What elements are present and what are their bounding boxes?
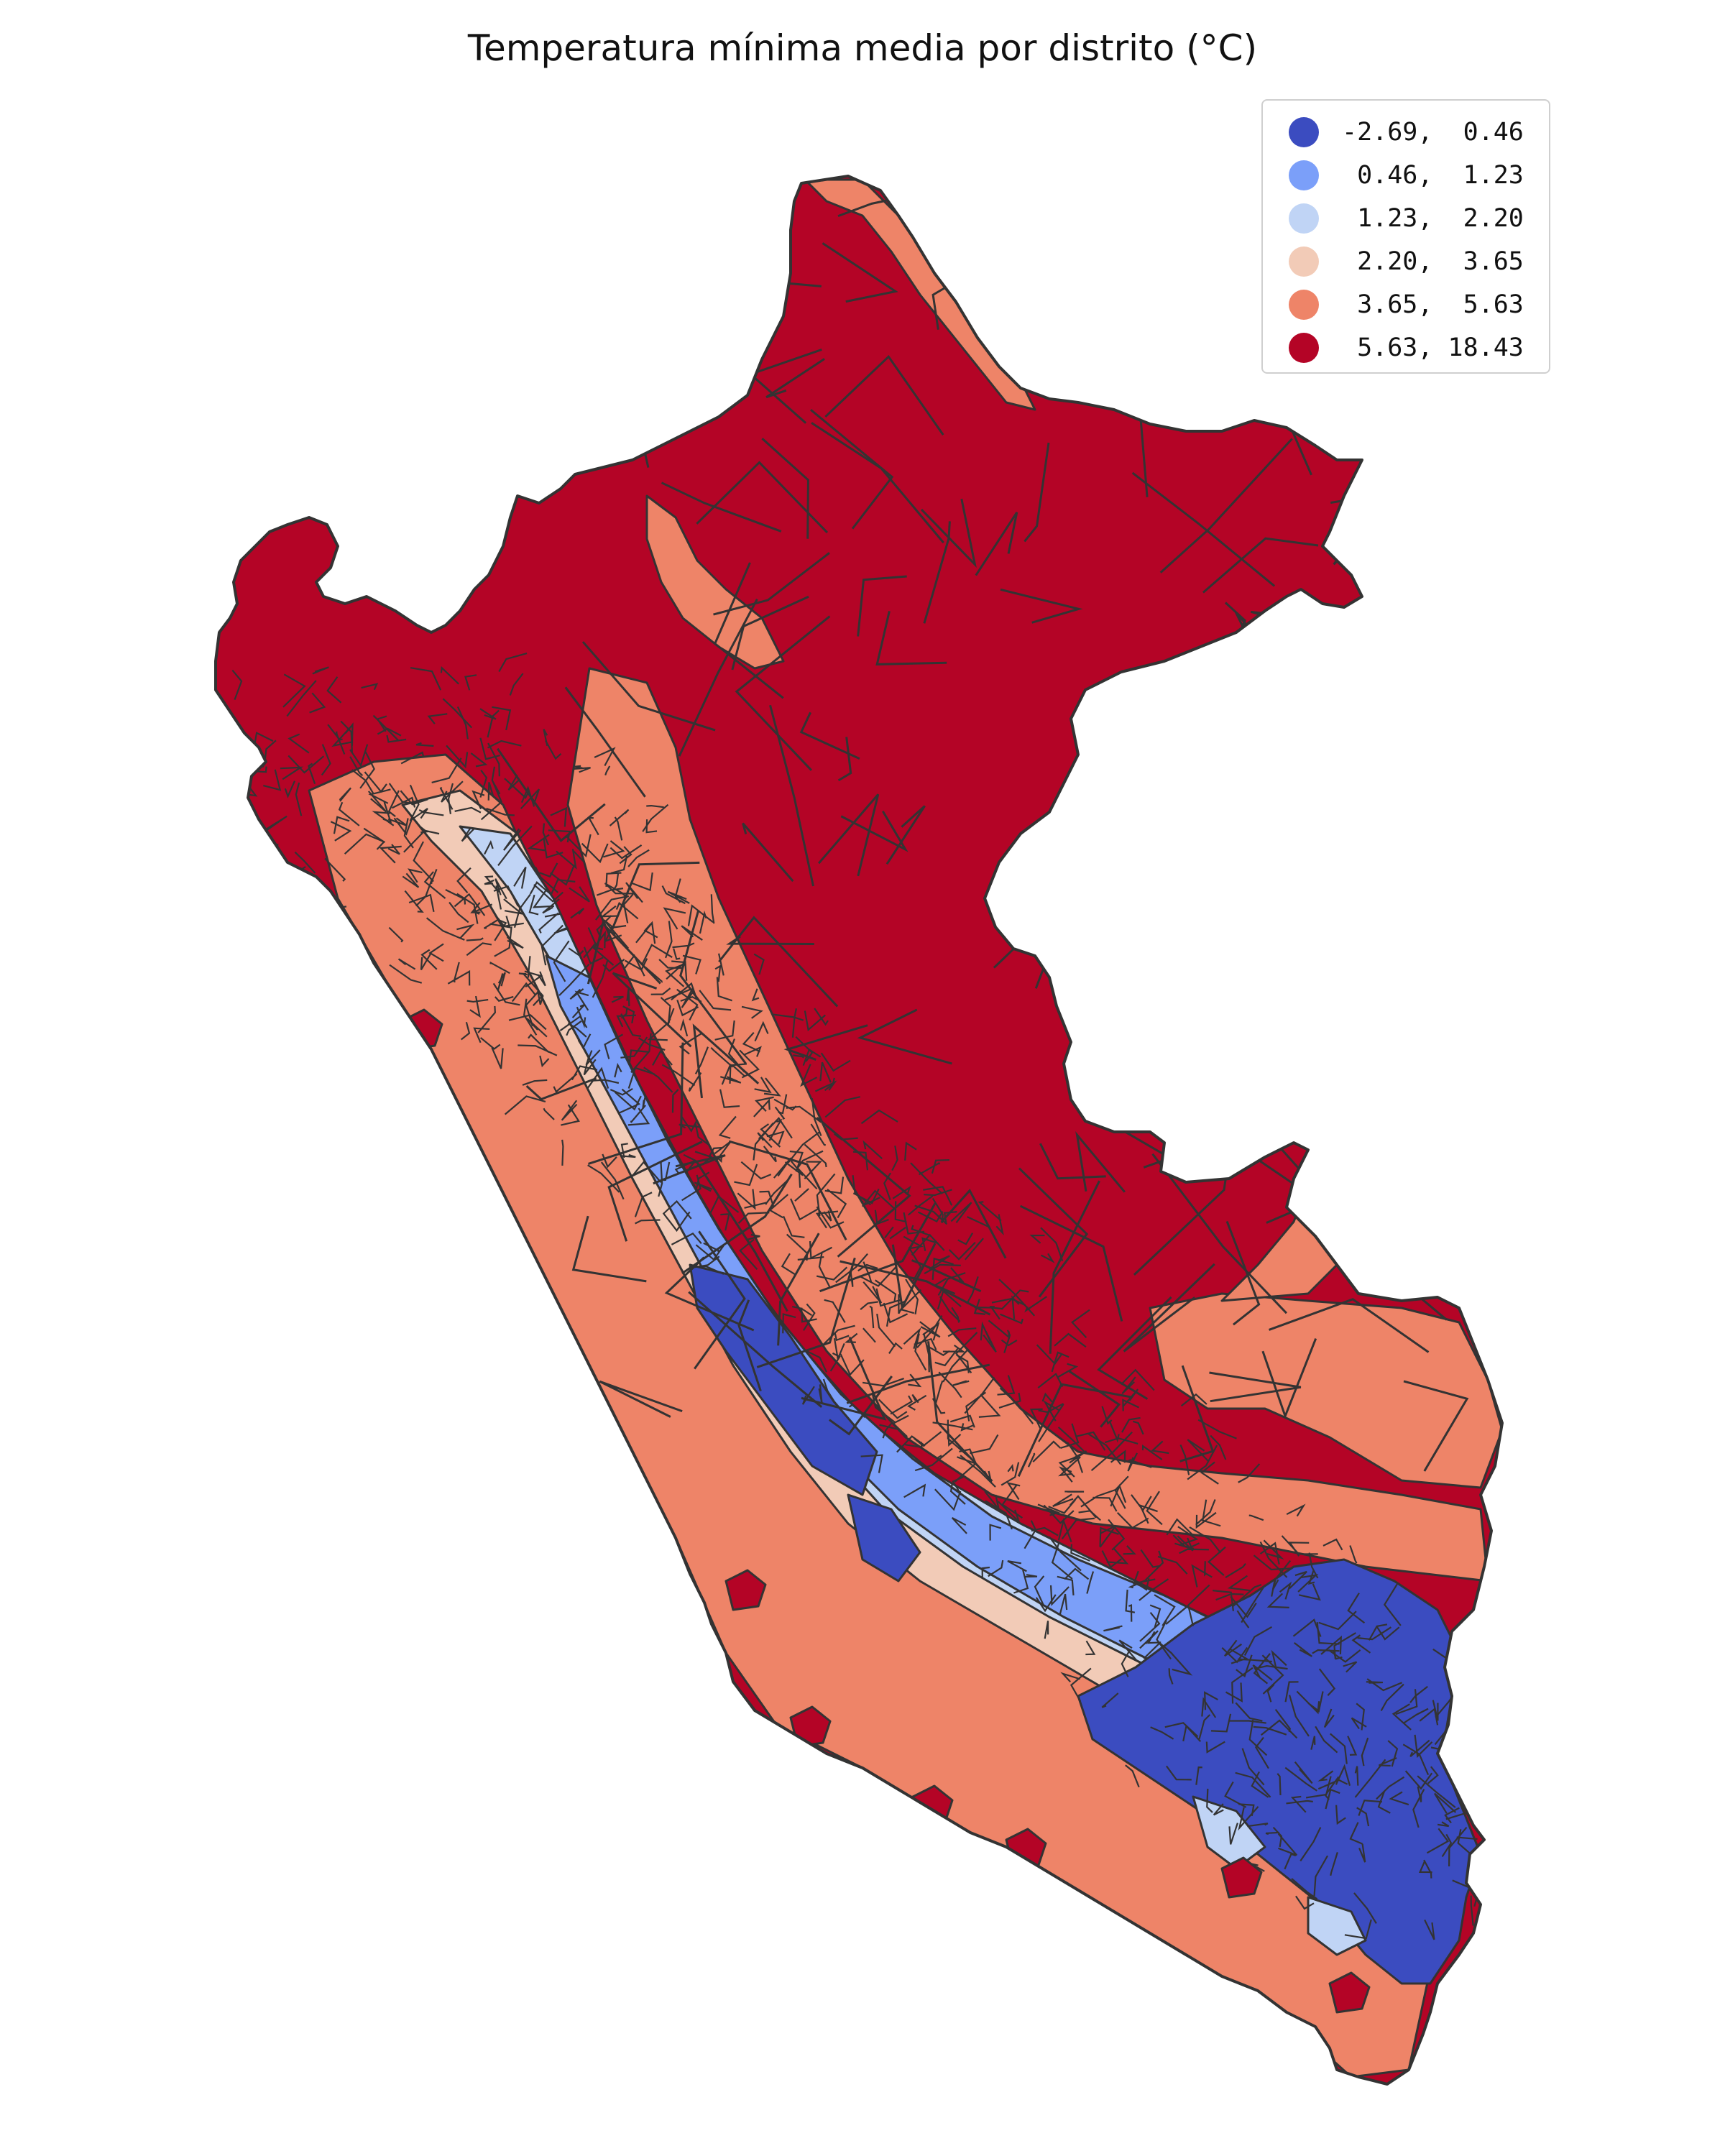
legend-label: -2.69, 0.46 xyxy=(1342,118,1524,147)
region-coastal-pocket xyxy=(624,1684,666,1726)
legend-label: 0.46, 1.23 xyxy=(1342,161,1524,190)
legend: -2.69, 0.46 0.46, 1.23 1.23, 2.20 2.20, … xyxy=(1261,99,1550,374)
legend-item: -2.69, 0.46 xyxy=(1263,111,1549,154)
legend-marker xyxy=(1289,247,1319,277)
legend-label: 1.23, 2.20 xyxy=(1342,204,1524,233)
legend-label: 5.63, 18.43 xyxy=(1342,333,1524,362)
legend-label: 3.65, 5.63 xyxy=(1342,290,1524,319)
legend-marker xyxy=(1289,117,1319,147)
map-title: Temperatura mínima media por distrito (°… xyxy=(467,27,1258,69)
legend-item: 5.63, 18.43 xyxy=(1263,326,1549,369)
legend-marker xyxy=(1289,333,1319,363)
legend-item: 0.46, 1.23 xyxy=(1263,154,1549,197)
legend-marker xyxy=(1289,160,1319,190)
region-coastal-pocket xyxy=(559,1598,602,1640)
legend-marker xyxy=(1289,290,1319,320)
region-salmon-east xyxy=(566,667,1489,1583)
legend-label: 2.20, 3.65 xyxy=(1342,247,1524,276)
region-coastal-pocket xyxy=(1220,1856,1263,1899)
legend-marker xyxy=(1289,203,1319,234)
region-coastal-pocket xyxy=(724,1569,767,1611)
district-boundaries xyxy=(227,176,1502,1940)
region-coastal-pocket xyxy=(494,1353,537,1396)
legend-item: 2.20, 3.65 xyxy=(1263,240,1549,283)
region-coastal-pocket xyxy=(459,1224,501,1266)
legend-item: 1.23, 2.20 xyxy=(1263,197,1549,240)
region-coastal-pocket xyxy=(502,1576,544,1618)
region-lightblue-patch-2 xyxy=(1307,1896,1367,1956)
country-outline xyxy=(214,175,1504,2086)
region-deepblue-central-2 xyxy=(847,1493,921,1583)
region-coastal-pocket xyxy=(1328,1971,1371,2014)
legend-item: 3.65, 5.63 xyxy=(1263,283,1549,326)
